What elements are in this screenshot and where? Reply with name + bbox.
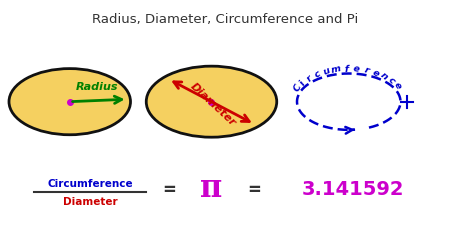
Text: =: = (248, 181, 261, 199)
Text: C: C (292, 83, 303, 93)
Text: r: r (305, 74, 315, 83)
Text: f: f (344, 64, 349, 74)
Text: e: e (353, 64, 360, 74)
Text: Radius, Diameter, Circumference and Pi: Radius, Diameter, Circumference and Pi (92, 13, 358, 26)
Ellipse shape (146, 66, 277, 137)
Text: 3.141592: 3.141592 (302, 180, 405, 199)
Text: c: c (313, 69, 322, 80)
Text: m: m (330, 64, 342, 75)
Text: Diameter: Diameter (63, 197, 117, 207)
Text: c: c (387, 75, 397, 86)
Text: =: = (162, 181, 176, 199)
Text: i: i (298, 79, 307, 87)
Text: e: e (392, 80, 403, 90)
Text: Diameter: Diameter (189, 81, 238, 128)
Text: π: π (200, 173, 223, 204)
Ellipse shape (9, 69, 130, 135)
Text: e: e (371, 68, 381, 79)
Text: n: n (379, 71, 390, 82)
Text: Radius: Radius (76, 82, 118, 92)
Text: r: r (363, 66, 370, 76)
Text: u: u (322, 66, 331, 77)
Text: Circumference: Circumference (47, 179, 133, 189)
